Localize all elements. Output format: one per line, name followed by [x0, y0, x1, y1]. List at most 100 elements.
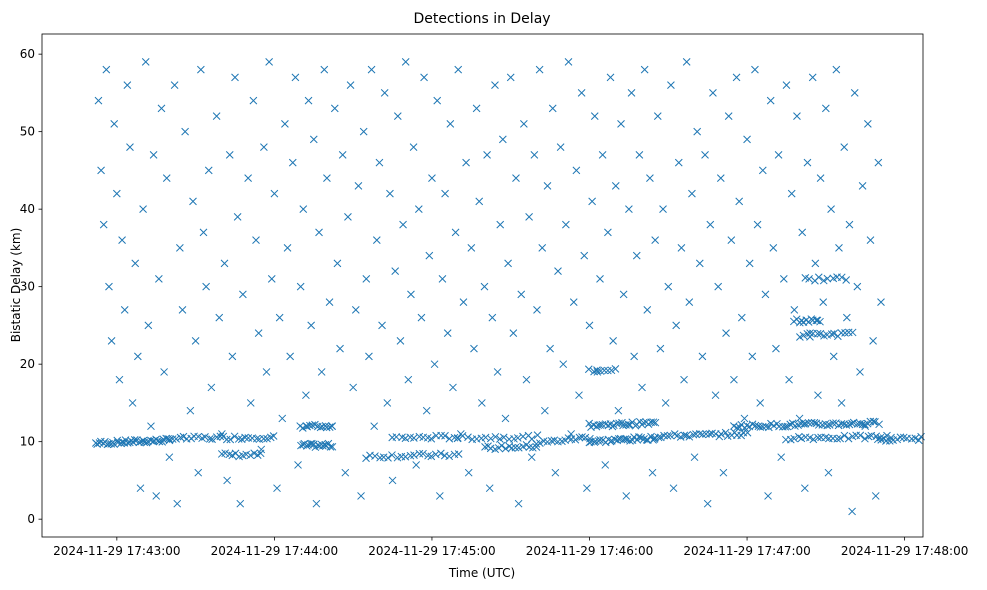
data-point [874, 158, 883, 167]
data-point [659, 205, 667, 214]
track-point [869, 417, 878, 426]
data-point [711, 391, 720, 400]
track-point [717, 430, 725, 438]
data-point [548, 104, 557, 113]
track-point [844, 434, 853, 443]
track-point [415, 449, 424, 458]
data-point [323, 174, 331, 183]
track-point [246, 451, 255, 460]
data-point [351, 306, 360, 314]
track-point [836, 434, 845, 443]
data-point [585, 321, 594, 330]
data-point [493, 368, 502, 376]
data-point [685, 298, 694, 307]
track-point [654, 433, 663, 442]
data-point [856, 368, 864, 376]
data-point [273, 484, 281, 493]
data-point [480, 282, 489, 291]
data-point [758, 166, 767, 175]
track-point [743, 428, 752, 437]
data-point [661, 399, 670, 407]
data-point [501, 414, 510, 423]
track-point [845, 420, 854, 429]
track-point [816, 329, 825, 338]
data-point [288, 158, 297, 167]
track-point [856, 431, 865, 440]
data-point [152, 492, 161, 500]
data-point [674, 158, 683, 167]
track-point [234, 435, 243, 443]
data-point [149, 151, 158, 159]
data-point [409, 143, 418, 152]
data-point [302, 391, 310, 400]
track-point [585, 419, 594, 428]
x-axis-ticks: 2024-11-29 17:43:00 2024-11-29 17:44:00 20… [53, 537, 968, 558]
chart-title: Detections in Delay [413, 11, 550, 27]
track-point [814, 421, 823, 429]
data-point [120, 306, 129, 314]
data-point [695, 259, 704, 268]
track-point [893, 435, 902, 444]
data-point [462, 158, 470, 167]
track-point [319, 441, 327, 450]
data-point [446, 120, 455, 128]
data-point [709, 89, 717, 97]
data-point [790, 306, 799, 314]
data-point [743, 135, 751, 144]
data-point [307, 321, 316, 330]
data-point [325, 298, 334, 307]
data-point [212, 112, 221, 121]
track-point [486, 434, 495, 443]
data-point [139, 205, 147, 214]
data-point [275, 313, 284, 322]
data-point [850, 89, 859, 97]
data-point [724, 112, 733, 121]
track-point [584, 365, 593, 374]
track-point [259, 434, 268, 443]
data-point [769, 244, 778, 252]
data-point [375, 158, 384, 167]
data-point [141, 58, 150, 66]
data-point [304, 96, 313, 105]
track-point [225, 450, 234, 459]
data-point [753, 220, 762, 229]
track-point [318, 422, 327, 431]
data-point [512, 174, 520, 183]
data-point [858, 182, 867, 190]
data-point [414, 205, 423, 214]
track-point [325, 423, 334, 431]
data-point [472, 104, 481, 113]
track-point [216, 432, 225, 441]
data-point [730, 375, 738, 384]
data-point [669, 484, 678, 493]
data-point [249, 96, 258, 105]
data-point [832, 65, 841, 74]
data-point [467, 244, 476, 252]
data-point [575, 391, 583, 400]
track-point [250, 449, 259, 458]
track-point [441, 431, 449, 440]
data-point [619, 290, 628, 299]
data-point [294, 461, 302, 469]
data-point [136, 484, 145, 493]
data-point [435, 492, 444, 500]
track-point [816, 317, 824, 326]
data-point [714, 282, 723, 291]
data-point [228, 352, 237, 361]
track-point [547, 437, 556, 445]
track-point [130, 436, 139, 444]
data-point [102, 65, 111, 74]
track-point [762, 422, 770, 431]
data-point [811, 259, 820, 268]
track-point [800, 420, 808, 428]
data-point [522, 375, 531, 384]
data-point [386, 189, 394, 198]
y-axis-ticks: 0 10 20 30 40 50 60 [20, 47, 42, 526]
track-point [591, 437, 600, 446]
data-point [110, 120, 119, 128]
data-point [664, 282, 673, 291]
track-point [812, 419, 821, 428]
data-point [126, 143, 134, 152]
data-point [438, 275, 447, 283]
data-point [533, 306, 541, 314]
